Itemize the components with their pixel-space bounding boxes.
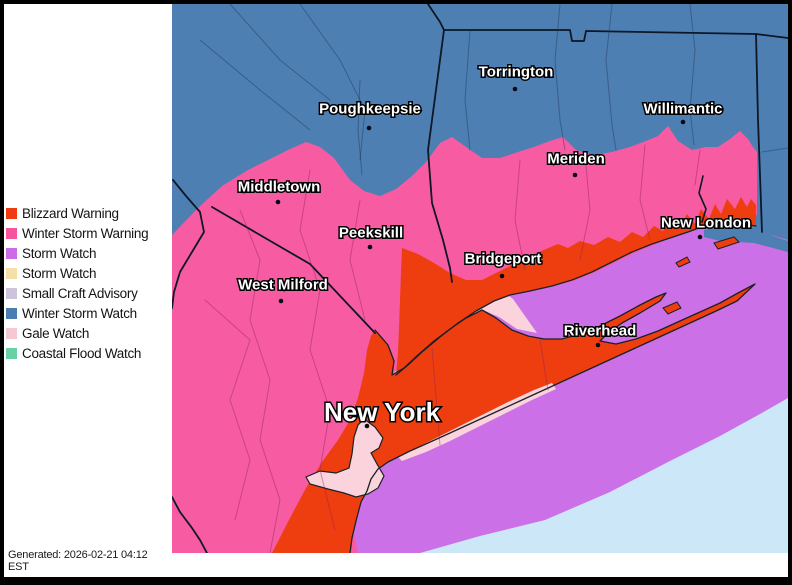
state-border-ct-ri bbox=[755, 33, 763, 233]
county-line bbox=[299, 4, 366, 161]
county-line bbox=[579, 154, 591, 261]
legend-swatch bbox=[6, 347, 17, 359]
legend-item: Gale Watch bbox=[6, 323, 148, 343]
county-line bbox=[689, 4, 696, 146]
legend: Blizzard Warning Winter Storm Warning Stor… bbox=[6, 203, 149, 363]
legend-item: Storm Watch bbox=[6, 243, 148, 263]
state-border-ma-ct bbox=[427, 4, 788, 42]
legend-item-label: Coastal Flood Watch bbox=[22, 345, 142, 361]
city-label-willimantic: Willimantic bbox=[643, 100, 722, 117]
county-line bbox=[639, 144, 651, 241]
island bbox=[675, 256, 691, 268]
city-dot-peekskill bbox=[367, 244, 373, 250]
county-line bbox=[431, 347, 441, 446]
coastline-li-nj bbox=[349, 283, 756, 553]
county-line bbox=[299, 169, 336, 531]
city-dot-willimantic bbox=[680, 119, 686, 125]
city-label-new-london: New London bbox=[661, 214, 751, 231]
state-border-ny-nj bbox=[211, 206, 376, 334]
county-line bbox=[539, 339, 549, 391]
legend-swatch bbox=[6, 207, 17, 219]
city-dot-new-london bbox=[697, 234, 703, 240]
county-line bbox=[239, 209, 281, 553]
legend-swatch bbox=[6, 287, 17, 299]
county-line bbox=[204, 299, 251, 521]
state-border-ny-ct bbox=[427, 29, 453, 283]
legend-swatch bbox=[6, 327, 17, 339]
county-line bbox=[694, 149, 701, 186]
legend-item: Blizzard Warning bbox=[6, 203, 148, 223]
legend-item-label: Gale Watch bbox=[22, 325, 90, 341]
county-line bbox=[229, 4, 331, 101]
city-label-west-milford: West Milford bbox=[238, 276, 328, 293]
county-line bbox=[605, 4, 617, 151]
city-label-bridgeport: Bridgeport bbox=[465, 250, 542, 267]
legend-swatch bbox=[6, 247, 17, 259]
city-label-riverhead: Riverhead bbox=[564, 322, 637, 339]
county-line bbox=[357, 79, 363, 176]
generated-timestamp: Generated: 2026-02-21 04:12 EST bbox=[8, 549, 148, 573]
city-dot-middletown bbox=[275, 199, 281, 205]
island bbox=[662, 301, 682, 315]
region-gale-watch-harbor bbox=[305, 418, 385, 498]
state-border-delaware-s bbox=[172, 496, 208, 553]
river-thames bbox=[698, 175, 707, 223]
legend-item: Storm Watch bbox=[6, 263, 148, 283]
legend-swatch bbox=[6, 227, 17, 239]
region-blizzard-li-nj bbox=[272, 284, 755, 553]
legend-item-label: Winter Storm Warning bbox=[22, 225, 149, 241]
legend-item: Winter Storm Watch bbox=[6, 303, 148, 323]
legend-item: Winter Storm Warning bbox=[6, 223, 149, 243]
legend-item-label: Storm Watch bbox=[22, 265, 97, 281]
generated-line1: Generated: 2026-02-21 04:12 bbox=[8, 549, 148, 561]
map-area: Poughkeepsie Torrington Willimantic Meriden… bbox=[172, 4, 788, 553]
legend-item-label: Storm Watch bbox=[22, 245, 97, 261]
legend-swatch bbox=[6, 307, 17, 319]
region-gale-watch-sound bbox=[392, 296, 537, 375]
county-line bbox=[554, 4, 566, 151]
legend-swatch bbox=[6, 267, 17, 279]
city-label-middletown: Middletown bbox=[238, 178, 321, 195]
city-label-new-york: New York bbox=[324, 397, 441, 427]
city-dot-riverhead bbox=[595, 342, 601, 348]
region-blizzard-ct-coast bbox=[396, 197, 756, 375]
city-label-torrington: Torrington bbox=[479, 63, 554, 80]
city-dot-west-milford bbox=[278, 298, 284, 304]
legend-item-label: Winter Storm Watch bbox=[22, 305, 137, 321]
county-line bbox=[514, 159, 526, 271]
region-ocean bbox=[420, 398, 788, 553]
state-border-delaware-n bbox=[172, 179, 205, 309]
county-line bbox=[349, 199, 366, 321]
legend-item-label: Blizzard Warning bbox=[22, 205, 119, 221]
city-dot-poughkeepsie bbox=[366, 125, 372, 131]
city-dot-new-york bbox=[364, 423, 370, 429]
city-dot-meriden bbox=[572, 172, 578, 178]
city-label-peekskill: Peekskill bbox=[339, 224, 403, 241]
city-label-meriden: Meriden bbox=[547, 150, 605, 167]
county-line bbox=[464, 29, 471, 151]
county-line bbox=[761, 147, 788, 153]
city-label-poughkeepsie: Poughkeepsie bbox=[319, 100, 421, 117]
county-line bbox=[199, 39, 311, 131]
city-dot-bridgeport bbox=[499, 273, 505, 279]
region-winter-storm-watch-strip bbox=[704, 226, 788, 252]
generated-line2: EST bbox=[8, 560, 29, 573]
legend-item-label: Small Craft Advisory bbox=[22, 285, 138, 301]
legend-item: Coastal Flood Watch bbox=[6, 343, 148, 363]
city-dot-torrington bbox=[512, 86, 518, 92]
legend-item: Small Craft Advisory bbox=[6, 283, 148, 303]
island bbox=[713, 236, 740, 250]
